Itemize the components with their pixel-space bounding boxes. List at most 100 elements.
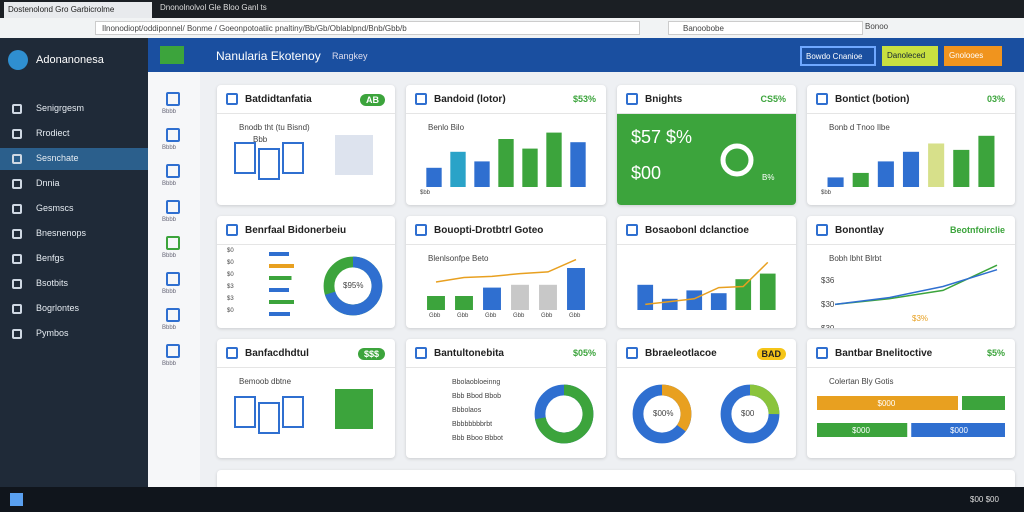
subtitle: Blenlsonfpe Beto — [428, 254, 489, 263]
hbar — [269, 264, 294, 268]
row-label: Bbolaobloeinng — [452, 379, 501, 386]
nav-item[interactable]: Bogrlontes — [0, 298, 148, 320]
nav-item[interactable]: Gesmscs — [0, 198, 148, 220]
icon[interactable] — [166, 92, 180, 106]
clock: $00 $00 — [970, 495, 999, 504]
icon[interactable] — [166, 308, 180, 322]
divider — [217, 244, 395, 245]
nav-item[interactable]: Dnnia — [0, 173, 148, 195]
extension[interactable]: Bonoo — [865, 22, 889, 31]
badge: $5% — [986, 348, 1005, 358]
gear-icon — [720, 143, 754, 177]
icon-label: Bbbb — [162, 145, 177, 151]
icon-label: Bbbb — [162, 325, 177, 331]
icon[interactable] — [166, 128, 180, 142]
card-icon — [415, 347, 427, 359]
illustration — [234, 142, 256, 174]
icon-label: Bbbb — [162, 217, 177, 223]
row-label: Bbb Bboo Bbbot — [452, 435, 503, 442]
icon[interactable] — [166, 200, 180, 214]
bar — [852, 172, 869, 187]
card-chart — [632, 384, 780, 444]
split-bar — [817, 423, 908, 437]
bar — [928, 143, 945, 187]
illustration — [282, 142, 304, 174]
subtitle: Bemoob dbtne — [239, 377, 292, 386]
card: Benrfaal Bidonerbeiu $0 $0 $0 $3 $3 $0 $95% — [217, 216, 395, 328]
icon[interactable] — [166, 236, 180, 250]
card-icon — [226, 224, 238, 236]
hbar — [269, 312, 290, 316]
donut-segment — [323, 256, 383, 316]
sidebar: Adonanonesa Senigrgesm Rrodiect Sesnchate D… — [0, 38, 148, 487]
nav-item[interactable]: Bsotbits — [0, 273, 148, 295]
donut-segment — [534, 384, 594, 444]
trend-line — [834, 268, 998, 306]
subtitle: Bobh lbht Blrbt — [829, 254, 882, 263]
bar — [637, 284, 654, 310]
card — [217, 470, 1015, 490]
nav-item[interactable]: Rrodiect — [0, 123, 148, 145]
bar — [450, 151, 466, 187]
divider — [217, 113, 395, 114]
search-box[interactable]: Banoobobe — [668, 21, 863, 35]
icon[interactable] — [166, 164, 180, 178]
nav-icon — [12, 204, 22, 214]
bar — [474, 161, 490, 187]
button[interactable]: Gnolooes — [944, 46, 1002, 66]
subtitle: Bnodb tht (tu Bisnd) — [239, 123, 310, 132]
card-chart — [534, 384, 594, 444]
card-title: Bbraeleotlacoe — [645, 348, 717, 359]
divider — [617, 113, 796, 114]
card-title: Bouopti-Drotbtrl Goteo — [434, 225, 544, 236]
nav-item[interactable]: Benfgs — [0, 248, 148, 270]
button[interactable]: Bowdo Cnanioe — [800, 46, 876, 66]
card-chart — [817, 396, 1005, 437]
note: Bbb — [253, 135, 268, 144]
illustration — [335, 389, 373, 429]
divider — [406, 367, 606, 368]
icon-label: Bbbb — [162, 289, 177, 295]
nav-label: Benfgs — [36, 253, 65, 263]
card-chart — [827, 135, 995, 187]
card-title: Bantbar Bnelitoctive — [835, 348, 933, 359]
note: B% — [762, 173, 775, 182]
card-chart — [834, 264, 998, 306]
button[interactable]: Danoleced — [882, 46, 938, 66]
icon[interactable] — [166, 344, 180, 358]
badge: AB — [360, 94, 385, 106]
card-icon — [626, 93, 638, 105]
note: $3% — [912, 314, 929, 323]
logo-text: Adonanonesa — [36, 54, 104, 66]
icon[interactable] — [166, 272, 180, 286]
badge: $05% — [572, 348, 596, 358]
bar — [710, 293, 727, 310]
card: Bantbar Bnelitoctive $5% Colertan Bly Goti… — [807, 339, 1015, 458]
bar — [902, 151, 920, 187]
address-bar[interactable]: Ilnonodiopt/oddiponnel/ Bonme / Goeonpot… — [95, 21, 640, 35]
card-title: Bnights — [645, 94, 683, 105]
donut-label: $00% — [653, 409, 674, 418]
nav-icon — [12, 129, 22, 139]
illustration — [258, 402, 280, 434]
nav-item[interactable]: Pymbos — [0, 323, 148, 345]
donut-label: $95% — [343, 281, 364, 290]
badge: Beotnfoirclie — [949, 225, 1005, 235]
badge: $53% — [572, 94, 596, 104]
card-title: Bantultonebita — [434, 348, 504, 359]
subtitle: Benlo Bilo — [428, 123, 465, 132]
bar — [455, 296, 473, 310]
donut-label: $00 — [741, 409, 755, 418]
tab[interactable]: Dostenolond Gro Garbicrolme — [4, 2, 152, 18]
bar — [570, 142, 586, 187]
start-button[interactable] — [10, 493, 23, 506]
divider — [406, 113, 606, 114]
logo-icon — [8, 50, 28, 70]
bar — [827, 177, 844, 187]
nav-item[interactable]: Senigrgesm — [0, 98, 148, 120]
tab[interactable]: Dnonolnolvol Gle Bloo Ganl ts — [160, 3, 267, 12]
nav-item[interactable]: Sesnchate — [0, 148, 148, 170]
icon-label: Bbbb — [162, 181, 177, 187]
nav-item[interactable]: Bnesnenops — [0, 223, 148, 245]
bar — [427, 296, 445, 310]
